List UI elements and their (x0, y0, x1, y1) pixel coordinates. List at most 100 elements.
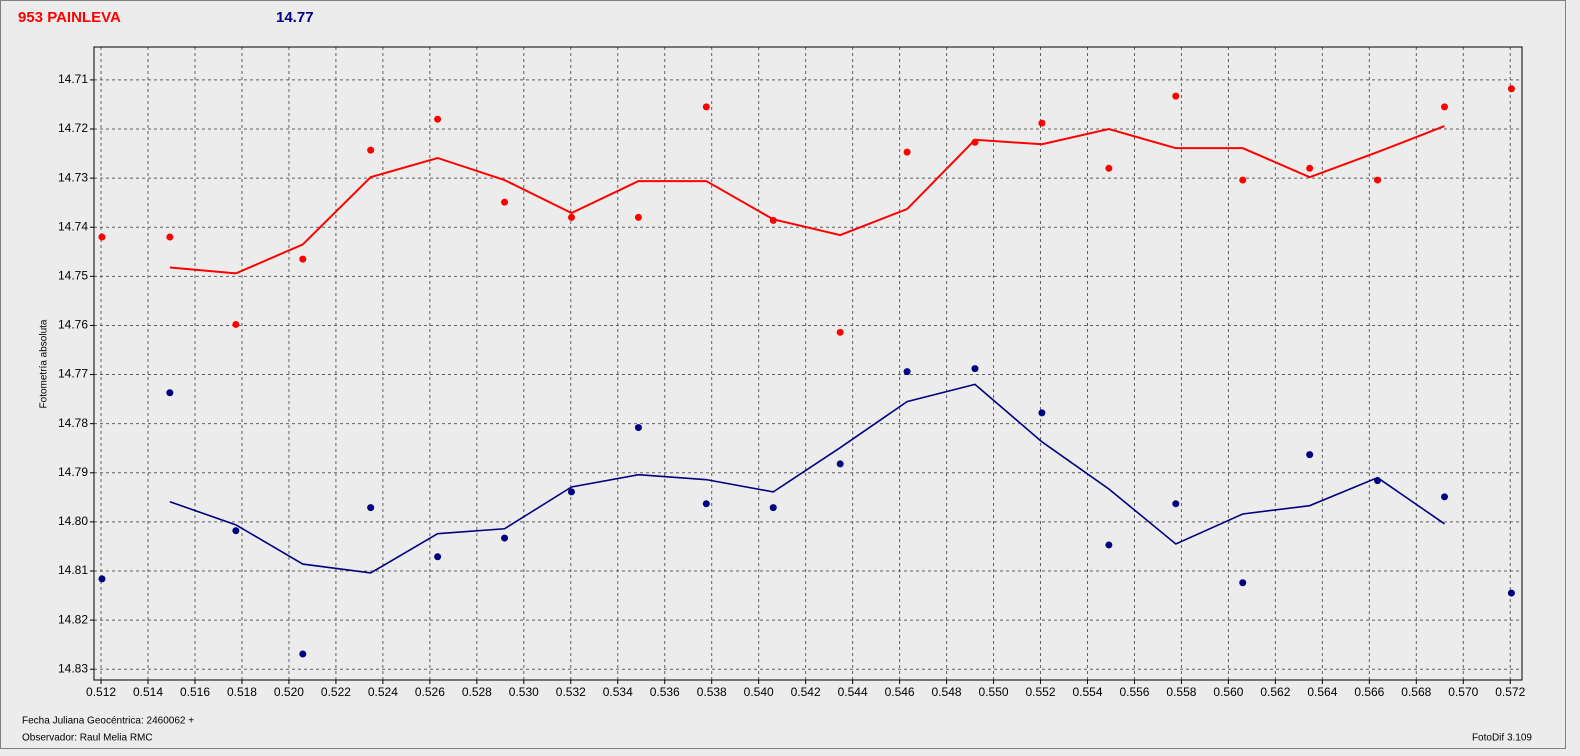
data-point (903, 148, 911, 156)
data-point (903, 368, 911, 376)
y-tick-label: 14.72 (58, 121, 88, 135)
data-point (1038, 119, 1046, 127)
data-point (1440, 103, 1448, 111)
x-tick-label: 0.554 (1072, 685, 1102, 699)
x-tick-label: 0.558 (1166, 685, 1196, 699)
data-point (1507, 589, 1515, 597)
data-point (769, 504, 777, 512)
data-point (1374, 176, 1382, 184)
x-tick-label: 0.550 (979, 685, 1009, 699)
x-tick-label: 0.536 (650, 685, 680, 699)
x-tick-label: 0.528 (462, 685, 492, 699)
data-point (232, 320, 240, 328)
data-point (702, 500, 710, 508)
data-point (769, 216, 777, 224)
data-point (98, 233, 106, 241)
data-point (98, 575, 106, 583)
data-point (1306, 164, 1314, 172)
data-point (1172, 92, 1180, 100)
y-tick-label: 14.77 (58, 367, 88, 381)
y-tick-label: 14.73 (58, 170, 88, 184)
data-point (567, 213, 575, 221)
y-tick-label: 14.82 (58, 612, 88, 626)
x-tick-label: 0.522 (321, 685, 351, 699)
x-tick-label: 0.552 (1026, 685, 1056, 699)
data-point (634, 424, 642, 432)
x-tick-label: 0.514 (133, 685, 163, 699)
chart-subtitle: 14.77 (276, 9, 314, 26)
plot-area (94, 47, 1522, 680)
data-point (971, 365, 979, 373)
data-point (166, 233, 174, 241)
data-point (501, 198, 509, 206)
data-point (299, 650, 307, 658)
x-tick-label: 0.518 (227, 685, 257, 699)
data-point (1306, 451, 1314, 459)
observer-label: Observador: Raul Melia RMC (22, 733, 153, 744)
x-axis-label: Fecha Juliana Geocéntrica: 2460062 + (22, 716, 194, 727)
x-tick-label: 0.568 (1401, 685, 1431, 699)
x-tick-label: 0.526 (415, 685, 445, 699)
data-point (1239, 579, 1247, 587)
x-tick-label: 0.556 (1119, 685, 1149, 699)
data-point (434, 553, 442, 561)
x-tick-label: 0.532 (556, 685, 586, 699)
x-tick-label: 0.548 (932, 685, 962, 699)
y-tick-label: 14.83 (58, 661, 88, 675)
x-tick-label: 0.534 (603, 685, 633, 699)
data-point (702, 103, 710, 111)
x-tick-label: 0.538 (697, 685, 727, 699)
y-tick-label: 14.76 (58, 318, 88, 332)
x-tick-label: 0.530 (509, 685, 539, 699)
x-tick-label: 0.512 (86, 685, 116, 699)
data-point (166, 389, 174, 397)
data-point (1374, 477, 1382, 485)
data-point (971, 138, 979, 146)
x-tick-label: 0.560 (1213, 685, 1243, 699)
y-tick-label: 14.81 (58, 563, 88, 577)
data-point (836, 460, 844, 468)
x-tick-label: 0.520 (274, 685, 304, 699)
x-tick-label: 0.572 (1495, 685, 1525, 699)
data-point (434, 115, 442, 123)
y-tick-label: 14.78 (58, 416, 88, 430)
x-tick-label: 0.524 (368, 685, 398, 699)
y-axis-label: Fotometría absoluta (39, 319, 50, 408)
x-tick-label: 0.546 (885, 685, 915, 699)
data-point (232, 527, 240, 535)
data-point (1038, 409, 1046, 417)
trend-line (169, 125, 1445, 275)
x-tick-label: 0.544 (838, 685, 868, 699)
data-point (1172, 500, 1180, 508)
chart-title: 953 PAINLEVA (18, 9, 121, 26)
data-point (367, 504, 375, 512)
plot-frame (93, 46, 1523, 681)
x-tick-label: 0.516 (180, 685, 210, 699)
x-tick-label: 0.540 (744, 685, 774, 699)
data-point (1105, 541, 1113, 549)
y-tick-label: 14.71 (58, 72, 88, 86)
y-tick-label: 14.80 (58, 514, 88, 528)
y-tick-label: 14.75 (58, 269, 88, 283)
x-tick-label: 0.542 (791, 685, 821, 699)
data-point (299, 255, 307, 263)
x-tick-label: 0.566 (1354, 685, 1384, 699)
y-tick-label: 14.74 (58, 219, 88, 233)
data-point (1507, 85, 1515, 93)
data-point (836, 328, 844, 336)
x-tick-label: 0.562 (1260, 685, 1290, 699)
data-point (367, 146, 375, 154)
data-point (1239, 176, 1247, 184)
y-tick-label: 14.79 (58, 465, 88, 479)
data-point (567, 488, 575, 496)
trend-line (169, 383, 1445, 574)
data-point (1105, 164, 1113, 172)
data-point (1440, 493, 1448, 501)
data-point (501, 534, 509, 542)
x-tick-label: 0.564 (1307, 685, 1337, 699)
x-tick-label: 0.570 (1448, 685, 1478, 699)
data-point (634, 213, 642, 221)
software-label: FotoDif 3.109 (1472, 733, 1532, 744)
